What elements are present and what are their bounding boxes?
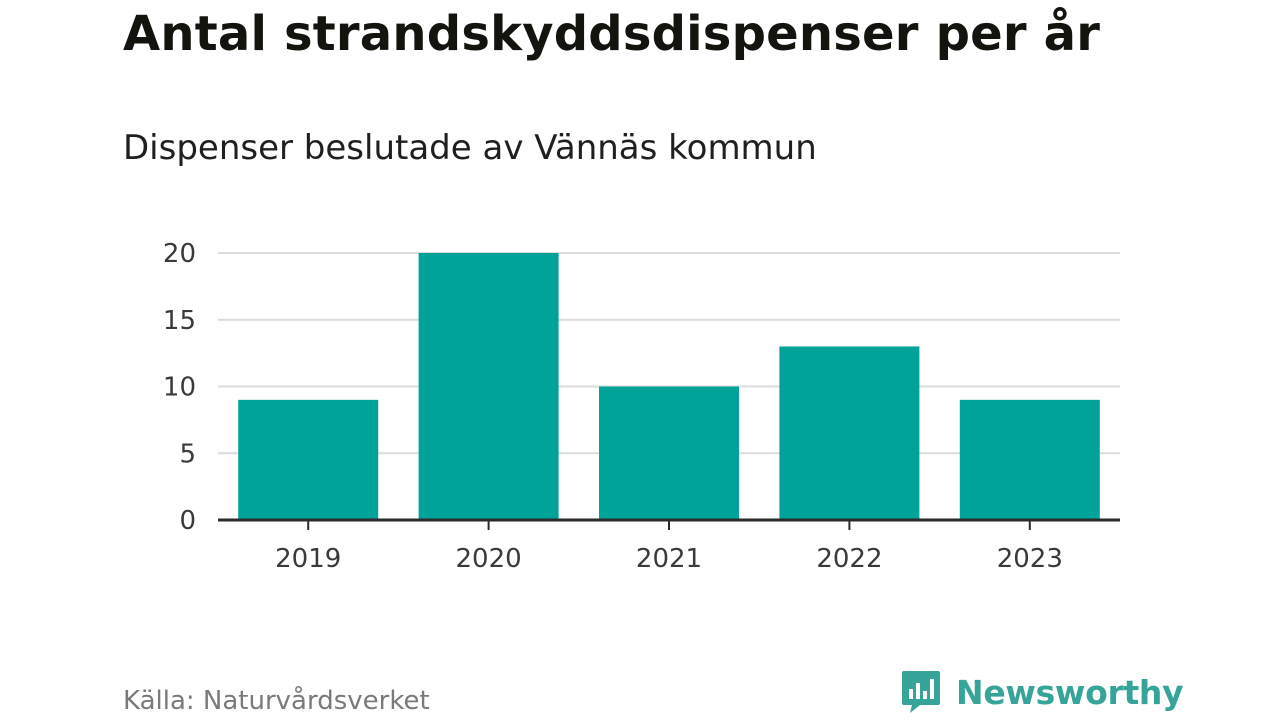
- x-tick-label: 2019: [275, 544, 341, 574]
- newsworthy-logo: Newsworthy: [900, 668, 1184, 716]
- tick-labels: 0 5 10 15 20 2019 2020 2021 2022 2023: [163, 239, 1063, 574]
- y-tick-label: 0: [179, 506, 196, 536]
- y-tick-label: 20: [163, 239, 196, 269]
- y-tick-label: 10: [163, 373, 196, 403]
- bar-2019: [238, 399, 379, 520]
- x-tick-label: 2022: [816, 544, 882, 574]
- source-note: Källa: Naturvårdsverket: [123, 686, 430, 716]
- newsworthy-wordmark: Newsworthy: [956, 672, 1184, 712]
- bar-2023: [959, 399, 1100, 520]
- chart-subtitle: Dispenser beslutade av Vännäs kommun: [123, 128, 817, 168]
- newsworthy-logo-icon: [902, 671, 940, 713]
- x-tick-label: 2023: [997, 544, 1063, 574]
- bar-2022: [779, 346, 920, 520]
- bars: [238, 253, 1100, 520]
- x-axis: [218, 518, 1120, 530]
- x-tick-label: 2020: [456, 544, 522, 574]
- bar-2021: [599, 386, 739, 520]
- chart-title: Antal strandskyddsdispenser per år: [123, 6, 1101, 62]
- x-tick-label: 2021: [636, 544, 702, 574]
- y-tick-label: 5: [179, 439, 196, 469]
- y-tick-label: 15: [163, 306, 196, 336]
- bar-2020: [418, 253, 559, 520]
